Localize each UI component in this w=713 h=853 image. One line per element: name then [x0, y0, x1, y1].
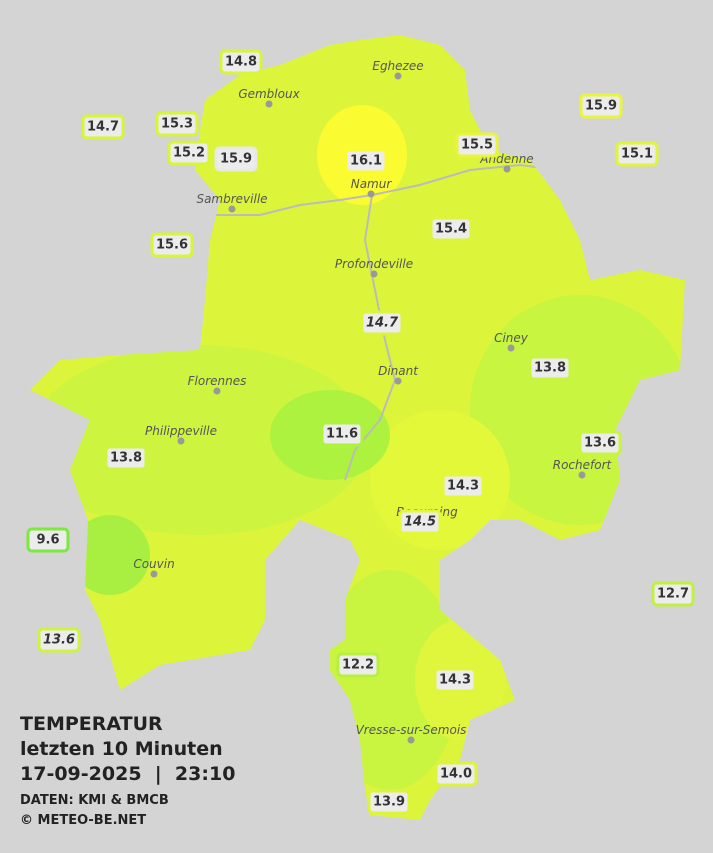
town-dot [578, 471, 586, 479]
reading-box [26, 527, 70, 553]
timestamp: 17-09-2025 | 23:10 [20, 763, 235, 785]
reading: 15.4 [435, 222, 467, 237]
town-dot [213, 387, 221, 395]
reading-box [615, 141, 659, 167]
town-dot [503, 165, 511, 173]
reading-box [219, 49, 263, 75]
reading: 16.1 [350, 154, 382, 169]
town-dot [265, 100, 273, 108]
reading: 14.0 [440, 767, 472, 782]
reading: 15.9 [220, 152, 252, 167]
reading-box [150, 232, 194, 258]
town-dot [228, 205, 236, 213]
reading-box [344, 148, 388, 174]
reading: 13.6 [43, 633, 75, 648]
town-name: Ciney [494, 331, 529, 345]
reading: 14.5 [404, 515, 436, 530]
reading: 15.2 [173, 146, 205, 161]
town-name: Vresse-sur-Semois [356, 723, 467, 737]
reading: 12.7 [657, 587, 689, 602]
reading-box [81, 114, 125, 140]
reading: 15.1 [621, 147, 653, 162]
town-dot [177, 437, 185, 445]
town-name: Couvin [133, 557, 174, 571]
subtitle: letzten 10 Minuten [20, 738, 223, 760]
reading-box [167, 140, 211, 166]
town-name: Rochefort [553, 458, 613, 472]
town-name: Philippeville [145, 424, 217, 438]
reading: 14.7 [87, 120, 119, 135]
reading: 13.6 [584, 436, 616, 451]
reading: 14.3 [439, 673, 471, 688]
reading: 15.5 [461, 138, 493, 153]
reading-box [398, 509, 442, 535]
town-name: Sambreville [196, 192, 267, 206]
reading-box [37, 627, 81, 653]
reading-box [441, 473, 485, 499]
town-name: Dinant [378, 364, 419, 378]
reading-box [578, 430, 622, 456]
reading: 15.9 [585, 99, 617, 114]
reading-box [104, 445, 148, 471]
town-name: Gembloux [238, 87, 300, 101]
reading-box [455, 132, 499, 158]
reading: 12.2 [342, 658, 374, 673]
reading-box [434, 761, 478, 787]
reading-box [528, 355, 572, 381]
source: DATEN: KMI & BMCB [20, 793, 169, 808]
reading-box [214, 146, 258, 172]
reading-box [155, 111, 199, 137]
town-name: Eghezee [372, 59, 423, 73]
town-dot [150, 570, 158, 578]
reading-box [429, 216, 473, 242]
reading: 14.7 [366, 316, 399, 331]
reading: 14.8 [225, 55, 257, 70]
reading-box [360, 310, 404, 336]
reading: 13.8 [534, 361, 566, 376]
reading: 15.6 [156, 238, 188, 253]
reading-box [433, 667, 477, 693]
town-dot [394, 72, 402, 80]
reading: 13.9 [373, 795, 405, 810]
reading: 11.6 [326, 427, 358, 442]
town-name: Profondeville [335, 257, 413, 271]
reading: 9.6 [36, 533, 59, 548]
town-dot [407, 736, 415, 744]
town-name: Florennes [188, 374, 247, 388]
town-name: Namur [351, 177, 393, 191]
reading-box [651, 581, 695, 607]
reading-box [367, 789, 411, 815]
title: TEMPERATUR [20, 713, 163, 735]
town-dot [394, 377, 402, 385]
reading: 15.3 [161, 117, 193, 132]
reading: 14.3 [447, 479, 479, 494]
reading-box [579, 93, 623, 119]
reading-box [336, 652, 380, 678]
town-dot [370, 270, 378, 278]
reading-box [320, 421, 364, 447]
copyright: © METEO-BE.NET [20, 813, 146, 828]
town-dot [507, 344, 515, 352]
reading: 13.8 [110, 451, 142, 466]
town-dot [367, 190, 375, 198]
